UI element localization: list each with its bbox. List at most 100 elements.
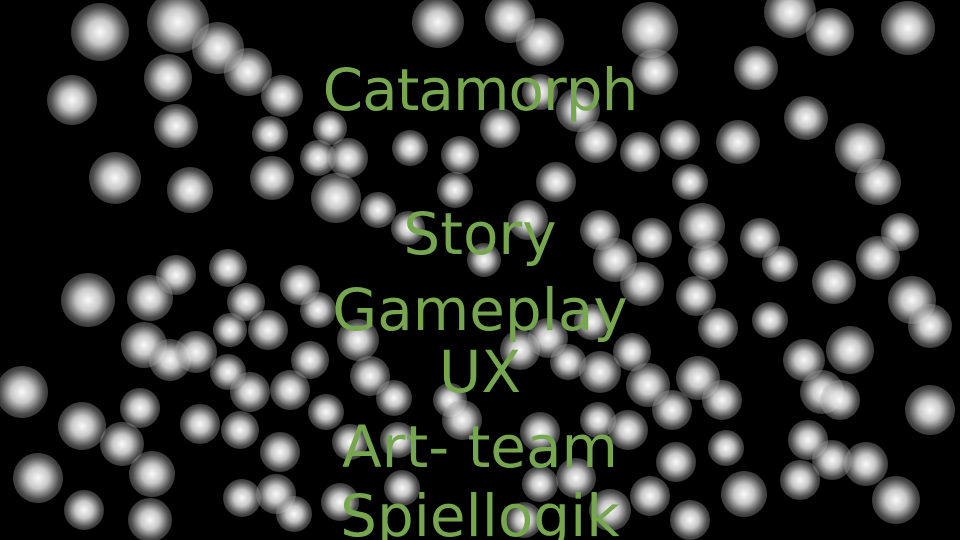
bokeh-blob bbox=[250, 156, 294, 200]
bokeh-blob bbox=[260, 432, 300, 472]
bokeh-blob bbox=[630, 476, 670, 516]
bokeh-blob bbox=[698, 308, 738, 348]
bokeh-blob bbox=[248, 310, 288, 350]
bokeh-blob bbox=[300, 292, 336, 328]
bokeh-blob bbox=[660, 120, 700, 160]
bokeh-blob bbox=[128, 498, 172, 540]
bokeh-blob bbox=[0, 366, 48, 418]
bokeh-blob bbox=[702, 380, 742, 420]
bokeh-blob bbox=[688, 240, 728, 280]
menu-item-spiellogik[interactable]: Spiellogik bbox=[340, 482, 620, 540]
bokeh-blob bbox=[670, 500, 710, 540]
bokeh-blob bbox=[826, 326, 874, 374]
bokeh-blob bbox=[480, 108, 520, 148]
bokeh-blob bbox=[276, 496, 312, 532]
bokeh-blob bbox=[308, 394, 344, 430]
bokeh-blob bbox=[71, 3, 129, 61]
bokeh-blob bbox=[261, 75, 303, 117]
bokeh-blob bbox=[442, 400, 482, 440]
bokeh-blob bbox=[412, 0, 464, 48]
bokeh-blob bbox=[209, 249, 247, 287]
bokeh-blob bbox=[716, 120, 760, 164]
bokeh-blob bbox=[167, 167, 213, 213]
bokeh-blob bbox=[291, 341, 329, 379]
bokeh-blob bbox=[441, 136, 479, 174]
bokeh-blob bbox=[311, 173, 361, 223]
bokeh-blob bbox=[622, 2, 678, 58]
bokeh-blob bbox=[536, 162, 576, 202]
bokeh-blob bbox=[13, 453, 63, 503]
bokeh-blob bbox=[881, 1, 935, 55]
bokeh-blob bbox=[574, 304, 610, 340]
bokeh-blob bbox=[812, 260, 856, 304]
bokeh-blob bbox=[321, 483, 359, 521]
bokeh-blob bbox=[64, 490, 104, 530]
bokeh-blob bbox=[221, 411, 259, 449]
bokeh-blob bbox=[230, 372, 270, 412]
bokeh-blob bbox=[89, 152, 141, 204]
bokeh-blob bbox=[575, 121, 617, 163]
bokeh-blob bbox=[467, 243, 501, 277]
menu-item-story[interactable]: Story bbox=[403, 200, 557, 268]
bokeh-blob bbox=[154, 104, 198, 148]
bokeh-blob bbox=[652, 390, 692, 430]
bokeh-blob bbox=[708, 430, 744, 466]
bokeh-blob bbox=[144, 54, 192, 102]
bokeh-blob bbox=[380, 422, 416, 458]
menu-item-gameplay[interactable]: Gameplay bbox=[332, 276, 628, 344]
bokeh-blob bbox=[820, 380, 860, 420]
bokeh-blob bbox=[620, 132, 660, 172]
bokeh-blob bbox=[632, 49, 678, 95]
bokeh-blob bbox=[806, 8, 854, 56]
bokeh-blob bbox=[213, 313, 247, 347]
menu-item-ux[interactable]: UX bbox=[438, 338, 522, 406]
bokeh-blob bbox=[608, 410, 648, 450]
bokeh-blob bbox=[672, 164, 708, 200]
bokeh-blob bbox=[506, 502, 542, 538]
bokeh-blob bbox=[881, 213, 919, 251]
bokeh-blob bbox=[908, 304, 952, 348]
bokeh-blob bbox=[522, 466, 558, 502]
bokeh-blob bbox=[437, 172, 473, 208]
bokeh-blob bbox=[58, 402, 106, 450]
bokeh-blob bbox=[620, 262, 664, 306]
bokeh-blob bbox=[522, 74, 558, 110]
bokeh-blob bbox=[872, 476, 920, 524]
bokeh-blob bbox=[516, 18, 564, 66]
bokeh-blob bbox=[61, 273, 115, 327]
bokeh-blob bbox=[905, 385, 955, 435]
bokeh-blob bbox=[376, 380, 412, 416]
bokeh-blob bbox=[332, 424, 368, 460]
bokeh-blob bbox=[632, 218, 672, 258]
menu-item-art-team[interactable]: Art- team bbox=[341, 413, 619, 481]
bokeh-blob bbox=[337, 319, 379, 361]
bokeh-blob bbox=[252, 116, 288, 152]
bokeh-blob bbox=[47, 75, 97, 125]
bokeh-blob bbox=[752, 302, 788, 338]
bokeh-blob bbox=[721, 471, 767, 517]
bokeh-blob bbox=[180, 404, 220, 444]
bokeh-blob bbox=[392, 130, 428, 166]
bokeh-blob bbox=[734, 46, 778, 90]
bokeh-blob bbox=[120, 388, 160, 428]
bokeh-blob bbox=[762, 246, 798, 282]
bokeh-blob bbox=[391, 211, 425, 245]
bokeh-blob bbox=[855, 159, 901, 205]
bokeh-blob bbox=[129, 451, 175, 497]
bokeh-blob bbox=[589, 489, 631, 531]
bokeh-blob bbox=[812, 440, 852, 480]
bokeh-blob bbox=[360, 192, 396, 228]
bokeh-blob bbox=[784, 96, 828, 140]
game-title: Catamorph bbox=[322, 56, 639, 124]
bokeh-blob bbox=[656, 442, 696, 482]
bokeh-blob bbox=[223, 479, 261, 517]
bokeh-blob bbox=[384, 470, 420, 506]
bokeh-blob bbox=[300, 140, 336, 176]
bokeh-blob bbox=[556, 458, 596, 498]
bokeh-blob bbox=[508, 200, 548, 240]
bokeh-blob bbox=[156, 255, 196, 295]
bokeh-blob bbox=[520, 412, 560, 452]
